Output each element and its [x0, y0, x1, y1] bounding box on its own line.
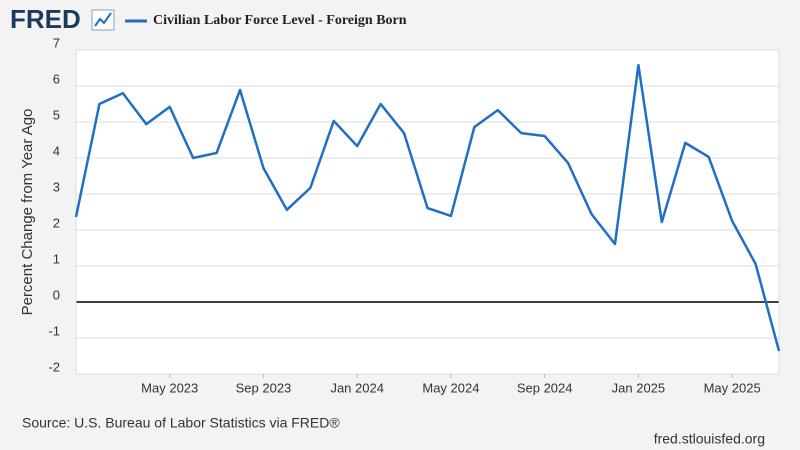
y-tick-label: 3 [53, 179, 60, 194]
x-tick-label: May 2025 [704, 380, 761, 395]
plot-area [76, 50, 779, 374]
y-tick-label: 0 [53, 287, 60, 302]
y-tick-label: 2 [53, 215, 60, 230]
y-tick-label: -1 [48, 323, 60, 338]
x-tick-label: Sep 2023 [236, 380, 292, 395]
y-tick-label: 4 [53, 143, 60, 158]
logo-icon-line [94, 12, 112, 27]
x-tick-label: Jan 2025 [612, 380, 666, 395]
y-tick-label: 7 [53, 35, 60, 50]
y-tick-label: 1 [53, 251, 60, 266]
x-tick-label: Jan 2024 [330, 380, 384, 395]
x-tick-label: May 2024 [422, 380, 479, 395]
x-tick-label: May 2023 [141, 380, 198, 395]
y-tick-label: 5 [53, 107, 60, 122]
series-line [74, 63, 781, 352]
source: Source: U.S. Bureau of Labor Statistics … [22, 415, 340, 431]
y-tick-label: 6 [53, 71, 60, 86]
x-tick-label: Sep 2024 [517, 380, 573, 395]
site: fred.stlouisfed.org [654, 431, 765, 447]
y-tick-label: -2 [48, 359, 60, 374]
legend-label: Civilian Labor Force Level - Foreign Bor… [153, 13, 407, 28]
y-axis-label: Percent Change from Year Ago [19, 109, 36, 316]
brand-logo: FRED [10, 4, 81, 34]
